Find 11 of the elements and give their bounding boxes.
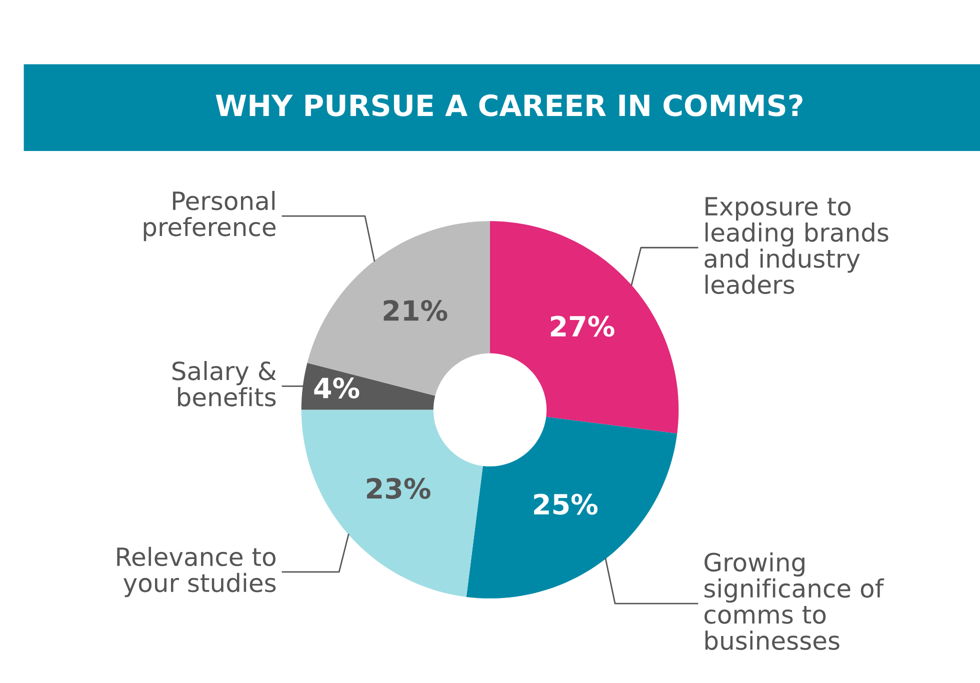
slice-label: Exposure to leading brands and industry leaders — [704, 197, 888, 294]
data-label: 21% — [384, 300, 448, 321]
slice-label: Personal preference — [144, 190, 276, 242]
data-label: 25% — [534, 494, 598, 515]
slice-label: Relevance to your studies — [117, 546, 276, 598]
data-label: 23% — [366, 478, 430, 499]
data-label: 27% — [550, 316, 614, 337]
chart-title: WHY PURSUE A CAREER IN COMMS? — [216, 94, 802, 116]
slice-label: Growing significance of comms to businesses — [704, 552, 884, 650]
data-label: 4% — [314, 377, 360, 398]
slice-label: Salary & benefits — [172, 361, 276, 406]
